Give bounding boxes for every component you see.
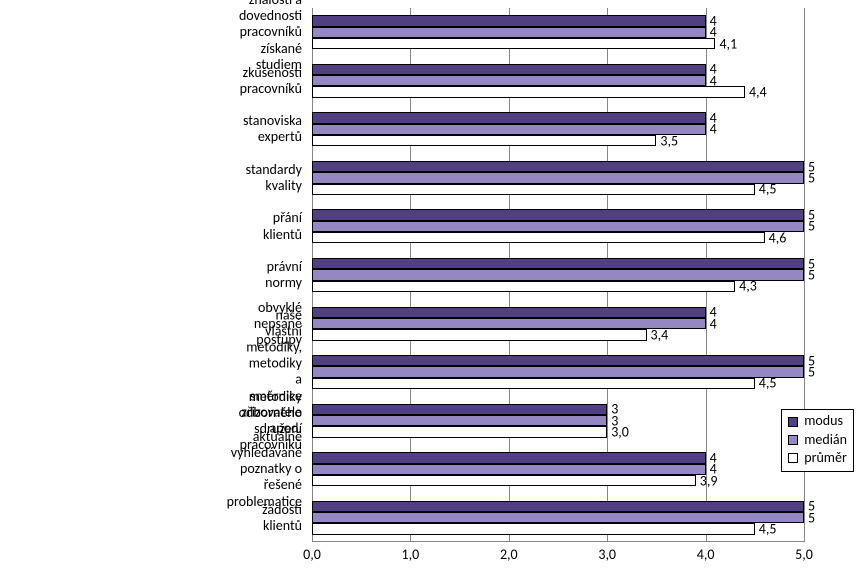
bar-median	[312, 512, 804, 523]
bar-median	[312, 221, 804, 232]
value-label: 4,3	[735, 278, 757, 295]
bar-prumer	[312, 281, 735, 292]
legend-swatch-icon	[788, 453, 798, 463]
bar-prumer	[312, 378, 755, 389]
plot-area: 0,01,02,03,04,05,0znalosti a dovednosti …	[312, 8, 804, 542]
legend-swatch-icon	[788, 435, 798, 445]
x-tick-label: 5,0	[795, 542, 813, 563]
legend-label: průměr	[804, 449, 847, 467]
value-label: 4,4	[745, 84, 767, 101]
legend-item: průměr	[788, 449, 847, 467]
bar-median	[312, 366, 804, 377]
x-axis-line	[312, 541, 804, 542]
bar-median	[312, 124, 706, 135]
bar-median	[312, 27, 706, 38]
bar-prumer	[312, 135, 656, 146]
category-label: zkušenosti pracovníků	[240, 65, 312, 97]
bar-modus	[312, 501, 804, 512]
value-label: 3,5	[656, 132, 678, 149]
bar-modus	[312, 112, 706, 123]
value-label: 5	[804, 218, 815, 235]
value-label: 5	[804, 509, 815, 526]
value-label: 5	[804, 364, 815, 381]
value-label: 5	[804, 267, 815, 284]
bar-prumer	[312, 232, 765, 243]
x-tick-label: 0,0	[303, 542, 321, 563]
legend-item: modus	[788, 412, 847, 430]
category-label: přání klientů	[263, 210, 312, 242]
bar-modus	[312, 355, 804, 366]
bar-modus	[312, 161, 804, 172]
bar-modus	[312, 452, 706, 463]
value-label: 3,9	[696, 472, 718, 489]
bar-chart: 0,0 1,0 2,0 3,0 4,0 5,0 znalosti a dovednosti …	[0, 0, 866, 580]
value-label: 4	[706, 121, 717, 138]
bar-median	[312, 415, 607, 426]
value-label: 4,5	[755, 375, 777, 392]
bar-median	[312, 464, 706, 475]
x-tick-label: 4,0	[697, 542, 715, 563]
bar-modus	[312, 15, 706, 26]
bar-modus	[312, 258, 804, 269]
category-label: stanoviska expertů	[243, 113, 312, 145]
value-label: 4,5	[755, 181, 777, 198]
x-tick-label: 3,0	[598, 542, 616, 563]
category-label: znalosti a dovednosti pracovníků získané…	[239, 0, 312, 73]
bar-prumer	[312, 38, 715, 49]
value-label: 3,4	[647, 326, 669, 343]
bar-median	[312, 75, 706, 86]
value-label: 4,6	[765, 229, 787, 246]
bar-prumer	[312, 523, 755, 534]
bar-prumer	[312, 86, 745, 97]
legend-label: medián	[804, 431, 847, 449]
bar-median	[312, 172, 804, 183]
legend-label: modus	[804, 412, 843, 430]
value-label: 4,5	[755, 521, 777, 538]
legend-item: medián	[788, 431, 847, 449]
bar-modus	[312, 404, 607, 415]
bar-prumer	[312, 475, 696, 486]
x-tick-label: 1,0	[402, 542, 420, 563]
bar-modus	[312, 209, 804, 220]
bar-modus	[312, 307, 706, 318]
value-label: 4,1	[715, 35, 737, 52]
category-label: standardy kvality	[246, 162, 312, 194]
bar-prumer	[312, 184, 755, 195]
value-label: 3,0	[607, 423, 629, 440]
value-label: 5	[804, 169, 815, 186]
bar-modus	[312, 64, 706, 75]
value-label: 4	[706, 315, 717, 332]
bar-median	[312, 269, 804, 280]
category-label: žádosti klientů	[262, 502, 312, 534]
x-tick-label: 2,0	[500, 542, 518, 563]
legend: modusmediánprůměr	[781, 409, 854, 472]
bar-prumer	[312, 426, 607, 437]
category-label: aktuálně vyhledávané poznatky o řešené p…	[227, 429, 312, 509]
bar-prumer	[312, 329, 647, 340]
category-label: právní normy	[265, 259, 312, 291]
legend-swatch-icon	[788, 417, 798, 427]
